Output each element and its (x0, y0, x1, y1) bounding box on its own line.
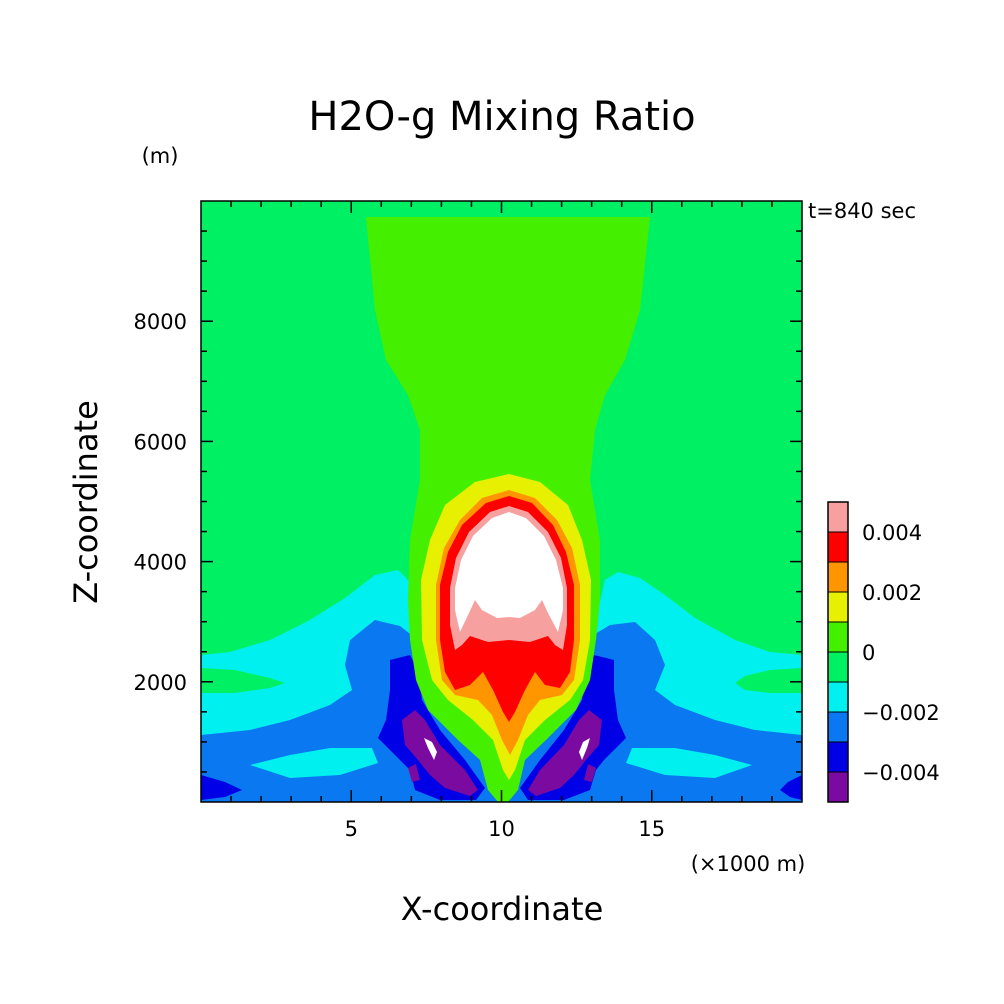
contour-field (201, 201, 802, 802)
contour-green-pocket-right (735, 668, 802, 693)
y-tick-label: 8000 (134, 310, 187, 334)
y-unit-label: (m) (142, 144, 179, 168)
colorbar-swatch (828, 562, 848, 592)
colorbar-swatch (828, 712, 848, 742)
chart-title: H2O-g Mixing Ratio (308, 94, 695, 140)
x-unit-label: (×1000 m) (691, 852, 806, 876)
colorbar-tick-label: 0.002 (862, 581, 922, 605)
y-axis-label: Z-coordinate (67, 400, 105, 604)
x-tick-label: 15 (638, 817, 665, 841)
colorbar-swatch (828, 592, 848, 622)
contour-cyan-band-left (250, 748, 378, 778)
contour-purple-right (528, 710, 602, 796)
colorbar-swatch (828, 682, 848, 712)
colorbar-tick-label: −0.004 (862, 761, 940, 785)
contour-white-core (455, 512, 563, 632)
y-tick-label: 4000 (134, 551, 187, 575)
contour-cyan-band-right (626, 748, 752, 778)
contour-darkblue-corner-left (201, 775, 242, 800)
contour-white-speck-right (579, 738, 590, 760)
contour-purple-dot-left (408, 764, 420, 782)
contour-purple-left (402, 710, 478, 796)
axes: 5 10 15 2000 4000 6000 8000 (134, 201, 802, 841)
colorbar-swatch (828, 772, 848, 802)
contour-green-pocket-left (201, 668, 285, 693)
colorbar-tick-label: −0.002 (862, 701, 940, 725)
x-axis-label: X-coordinate (401, 890, 604, 928)
colorbar-tick-label: 0.004 (862, 521, 922, 545)
contour-white-speck-left (424, 738, 437, 760)
colorbar-tick-label: 0 (862, 641, 875, 665)
x-tick-label: 5 (345, 817, 358, 841)
y-tick-label: 6000 (134, 430, 187, 454)
contour-darkblue-corner-right (780, 775, 802, 800)
colorbar-swatch (828, 622, 848, 652)
time-label: t=840 sec (808, 199, 916, 223)
y-tick-label: 2000 (134, 671, 187, 695)
colorbar: 0.004 0.002 0 −0.002 −0.004 (827, 501, 940, 803)
colorbar-swatch (828, 652, 848, 682)
colorbar-swatch (828, 532, 848, 562)
contour-purple-dot-right (584, 764, 596, 782)
x-tick-label: 10 (488, 817, 515, 841)
colorbar-swatch (828, 502, 848, 532)
colorbar-swatch (828, 742, 848, 772)
